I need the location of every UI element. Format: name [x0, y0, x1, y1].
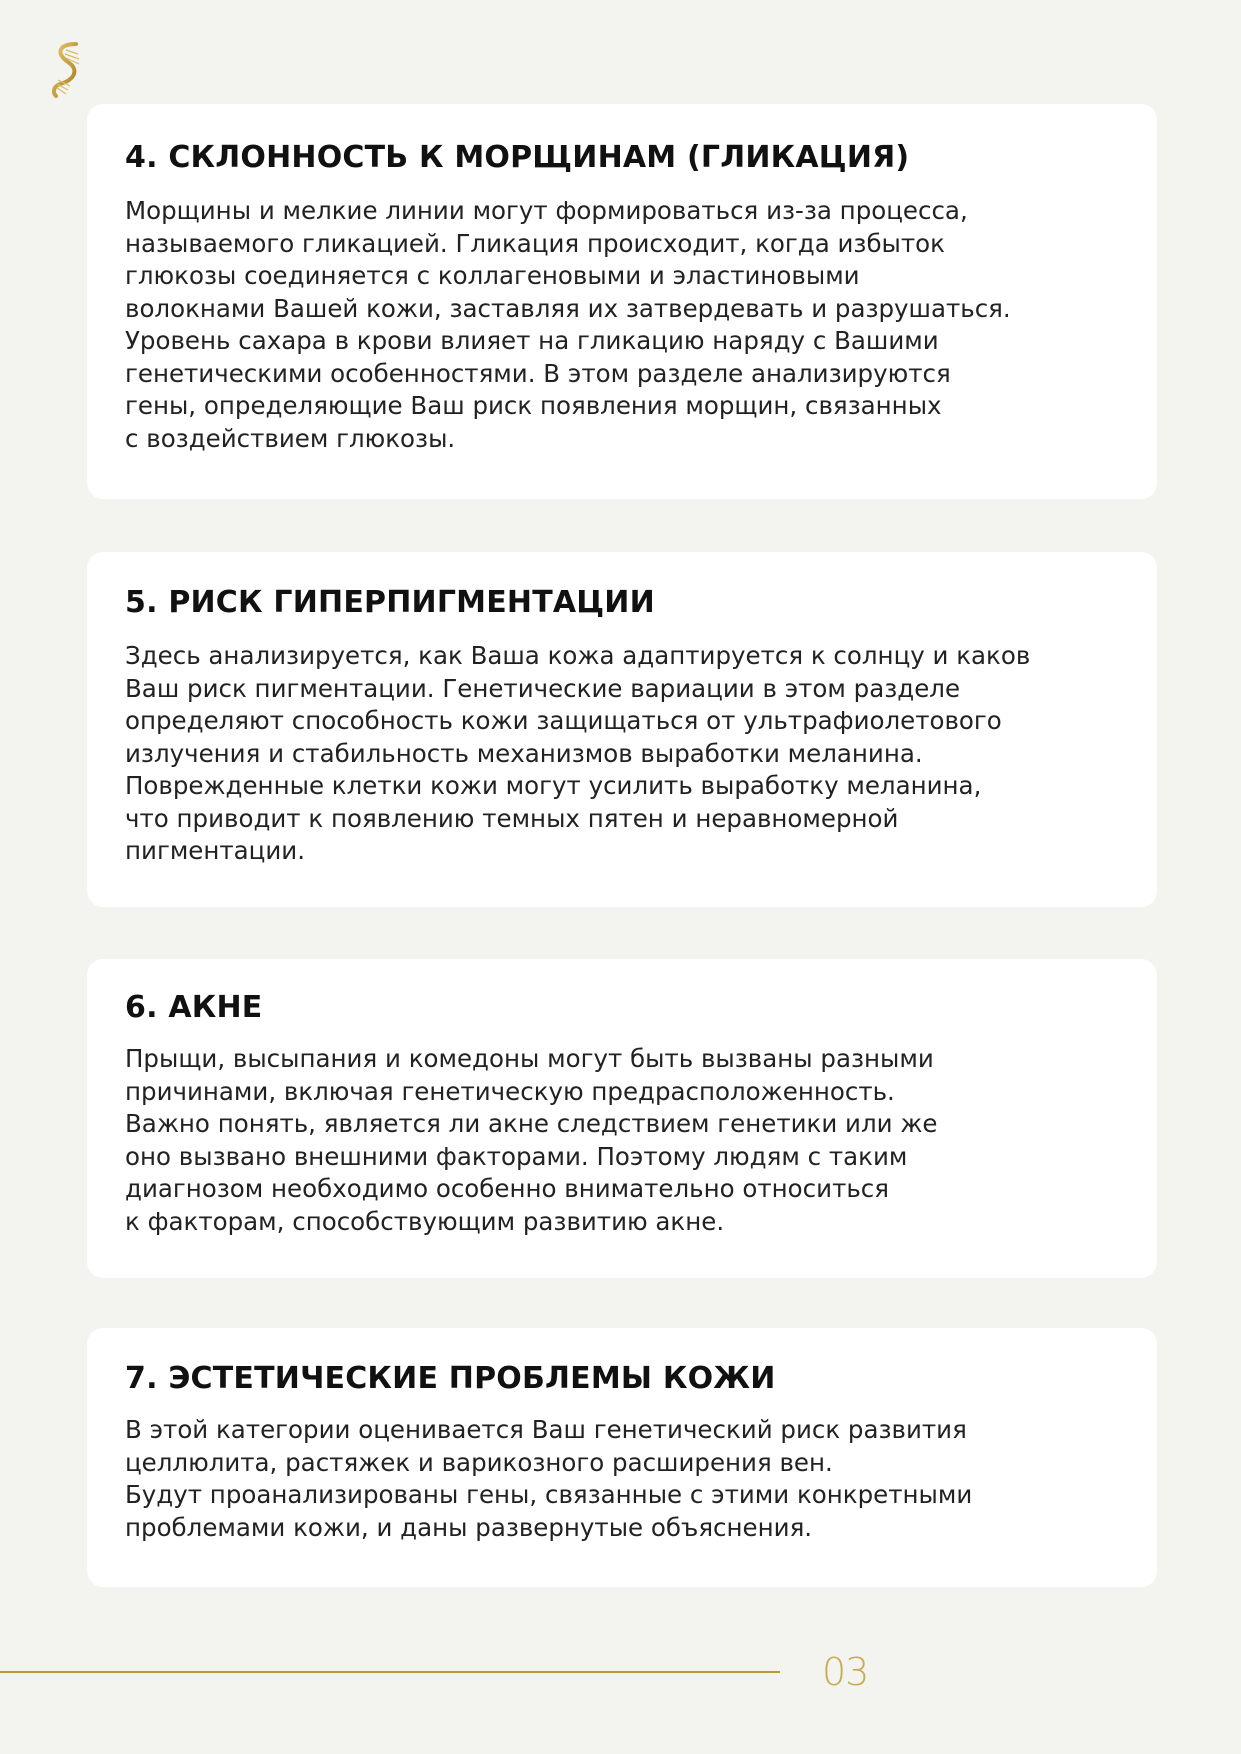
text-line: Здесь анализируется, как Ваша кожа адапт…	[125, 641, 1031, 670]
section-card-aesthetic-problems: 7. ЭСТЕТИЧЕСКИЕ ПРОБЛЕМЫ КОЖИ В этой кат…	[87, 1328, 1157, 1587]
page-number: 03	[822, 1650, 869, 1694]
text-line: Ваш риск пигментации. Генетические вариа…	[125, 673, 961, 703]
text-line: диагнозом необходимо особенно внимательн…	[125, 1174, 889, 1203]
dna-helix-icon	[51, 42, 80, 98]
text-line: называемого гликацией. Гликация происход…	[125, 228, 945, 258]
section-card-acne: 6. АКНЕ Прыщи, высыпания и комедоны могу…	[87, 959, 1157, 1278]
section-body: В этой категории оценивается Ваш генетич…	[125, 1414, 1119, 1544]
text-line: оно вызвано внешними факторами. Поэтому …	[125, 1141, 908, 1171]
text-line: волокнами Вашей кожи, заставляя их затве…	[125, 293, 1011, 323]
text-line: Прыщи, высыпания и комедоны могут быть в…	[125, 1044, 934, 1073]
text-line: пигментации.	[125, 836, 305, 865]
text-line: генетическими особенностями. В этом разд…	[125, 358, 951, 388]
section-title: 4. СКЛОННОСТЬ К МОРЩИНАМ (ГЛИКАЦИЯ)	[125, 140, 910, 175]
text-line: глюкозы соединяется с коллагеновыми и эл…	[125, 261, 860, 290]
text-line: определяют способность кожи защищаться о…	[125, 706, 1002, 735]
section-body: Морщины и мелкие линии могут формировать…	[125, 195, 1119, 455]
section-card-hyperpigmentation: 5. РИСК ГИПЕРПИГМЕНТАЦИИ Здесь анализиру…	[87, 552, 1157, 907]
text-line: к факторам, способствующим развитию акне…	[125, 1206, 725, 1236]
section-body: Здесь анализируется, как Ваша кожа адапт…	[125, 640, 1119, 868]
section-title: 5. РИСК ГИПЕРПИГМЕНТАЦИИ	[125, 585, 655, 620]
footer-divider	[0, 1671, 780, 1673]
text-line: Важно понять, является ли акне следствие…	[125, 1109, 938, 1138]
section-body: Прыщи, высыпания и комедоны могут быть в…	[125, 1043, 1119, 1238]
text-line: В этой категории оценивается Ваш генетич…	[125, 1415, 967, 1444]
section-title: 7. ЭСТЕТИЧЕСКИЕ ПРОБЛЕМЫ КОЖИ	[125, 1361, 776, 1396]
text-line: Морщины и мелкие линии могут формировать…	[125, 196, 968, 225]
text-line: Будут проанализированы гены, связанные с…	[125, 1480, 973, 1509]
text-line: проблемами кожи, и даны развернутые объя…	[125, 1512, 813, 1542]
text-line: целлюлита, растяжек и варикозного расшир…	[125, 1447, 833, 1477]
text-line: с воздействием глюкозы.	[125, 423, 456, 453]
section-card-wrinkles: 4. СКЛОННОСТЬ К МОРЩИНАМ (ГЛИКАЦИЯ) Морщ…	[87, 104, 1157, 499]
text-line: Поврежденные клетки кожи могут усилить в…	[125, 771, 982, 800]
section-title: 6. АКНЕ	[125, 990, 263, 1025]
text-line: гены, определяющие Ваш риск появления мо…	[125, 391, 942, 420]
text-line: что приводит к появлению темных пятен и …	[125, 803, 899, 833]
text-line: причинами, включая генетическую предрасп…	[125, 1076, 895, 1106]
text-line: излучения и стабильность механизмов выра…	[125, 738, 923, 768]
text-line: Уровень сахара в крови влияет на гликаци…	[125, 326, 939, 355]
